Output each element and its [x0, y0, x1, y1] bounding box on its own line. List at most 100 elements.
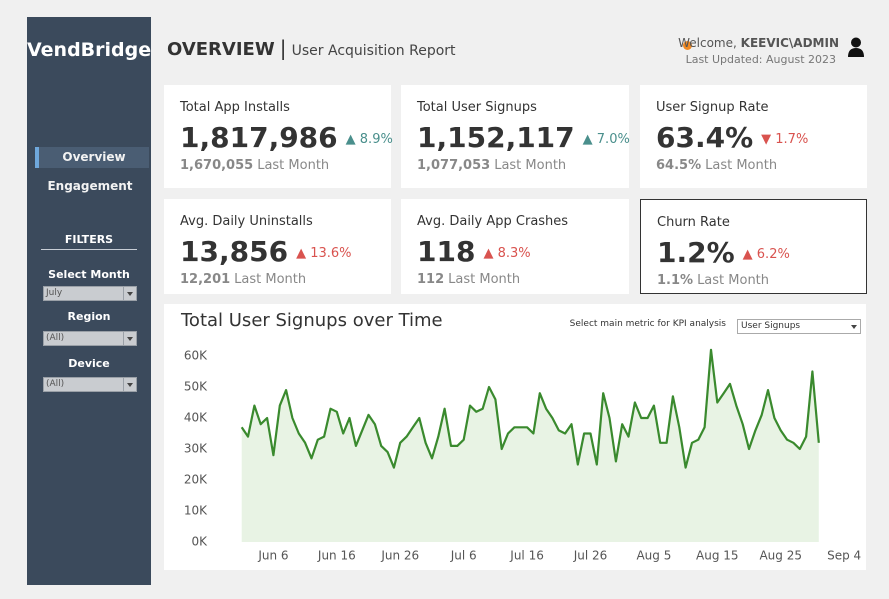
kpi-change: ▲ 7.0% [582, 131, 630, 147]
brand: VendBridge [27, 39, 152, 61]
kpi-change: ▼ 1.7% [761, 131, 809, 147]
y-tick-label: 20K [184, 473, 208, 487]
chart-title: Total User Signups over Time [180, 310, 443, 331]
x-tick-label: Sep 4 [827, 549, 861, 563]
kpi-title: Churn Rate [657, 215, 730, 230]
kpi-card[interactable]: Avg. Daily App Crashes 118 ▲ 8.3% 112 Last M… [401, 199, 629, 294]
kpi-change: ▲ 8.3% [483, 245, 531, 261]
kpi-change: ▲ 13.6% [296, 245, 352, 261]
dropdown-value: (All) [46, 333, 65, 343]
y-tick-label: 0K [191, 535, 208, 549]
x-tick-label: Jun 6 [257, 549, 288, 563]
metric-dropdown[interactable]: User Signups [737, 319, 861, 334]
y-tick-label: 50K [184, 380, 208, 394]
kpi-number: 1,817,986 [180, 121, 338, 154]
x-tick-label: Aug 5 [636, 549, 671, 563]
y-tick-label: 40K [184, 411, 208, 425]
page-header: OVERVIEW | User Acquisition Report [167, 36, 456, 60]
kpi-previous-value: 1,077,053 [417, 158, 491, 173]
filter-dropdown[interactable]: (All) [43, 377, 137, 392]
chart-card: Select main metric for KPI analysis User… [164, 304, 866, 570]
kpi-number: 118 [417, 235, 476, 268]
kpi-previous: 12,201 Last Month [180, 272, 306, 287]
line [240, 348, 820, 469]
kpi-title: Total User Signups [417, 100, 537, 115]
dropdown-value: (All) [46, 379, 65, 389]
area [241, 349, 819, 542]
kpi-card[interactable]: Total App Installs 1,817,986 ▲ 8.9% 1,670,0… [164, 85, 393, 188]
kpi-previous-label: Last Month [705, 158, 778, 173]
kpi-previous: 1,077,053 Last Month [417, 158, 566, 173]
x-tick-label: Aug 15 [696, 549, 739, 563]
kpi-title: Total App Installs [180, 100, 290, 115]
kpi-number: 1,152,117 [417, 121, 575, 154]
chart: Total User Signups over Time 0K 10K 20K 30K… [180, 310, 861, 563]
status-dot [683, 41, 692, 50]
kpi-number: 13,856 [180, 235, 289, 268]
welcome: Welcome, KEEVIC\ADMIN [678, 36, 839, 50]
kpi-change: ▲ 6.2% [742, 246, 790, 262]
kpi-previous: 64.5% Last Month [656, 158, 777, 173]
kpi-value: 1,817,986 ▲ 8.9% [180, 121, 393, 154]
kpi-previous: 112 Last Month [417, 272, 520, 287]
icon-head [851, 37, 861, 48]
kpi-previous-value: 112 [417, 272, 445, 287]
kpi-card[interactable]: Avg. Daily Uninstalls 13,856 ▲ 13.6% 12,201… [164, 199, 391, 294]
kpi-card[interactable]: User Signup Rate 63.4% ▼ 1.7% 64.5% Last Mon… [640, 85, 867, 188]
y-tick-label: 30K [184, 442, 208, 456]
icon-body [848, 48, 864, 57]
kpi-change: ▲ 8.9% [345, 131, 393, 147]
nav-item[interactable]: Engagement [47, 179, 133, 193]
filter-label: Device [68, 357, 110, 370]
nav-item[interactable]: Overview [35, 147, 149, 168]
sidebar: VendBridge Overview Engagement FILTERS S… [27, 17, 151, 585]
kpi-value: 1,152,117 ▲ 7.0% [417, 121, 630, 154]
page-title: OVERVIEW [167, 39, 275, 60]
separator: | [279, 36, 287, 60]
kpi-previous-label: Last Month [448, 272, 521, 287]
kpi-previous-label: Last Month [257, 158, 330, 173]
kpi-value: 13,856 ▲ 13.6% [180, 235, 352, 268]
kpi-title: Avg. Daily App Crashes [417, 214, 569, 229]
x-tick-label: Jul 6 [450, 549, 477, 563]
x-tick-label: Jul 26 [573, 549, 608, 563]
y-tick-label: 10K [184, 504, 208, 518]
metric-selector-label: Select main metric for KPI analysis [569, 319, 726, 329]
filter-label: Select Month [48, 268, 130, 281]
kpi-previous-value: 64.5% [656, 158, 702, 173]
welcome-text: Welcome, [678, 36, 737, 50]
kpi-number: 63.4% [656, 121, 754, 154]
kpi-title: Avg. Daily Uninstalls [180, 214, 313, 229]
kpi-previous-value: 1.1% [657, 273, 694, 288]
kpi-previous-value: 1,670,055 [180, 158, 254, 173]
x-tick-label: Jun 16 [317, 549, 356, 563]
filter-dropdown[interactable]: (All) [43, 331, 137, 346]
x-tick-label: Aug 25 [759, 549, 802, 563]
kpi-previous-label: Last Month [494, 158, 567, 173]
kpi-value: 63.4% ▼ 1.7% [656, 121, 808, 154]
kpi-value: 1.2% ▲ 6.2% [657, 236, 790, 269]
page-subtitle: User Acquisition Report [291, 43, 456, 59]
dropdown-value: User Signups [741, 321, 801, 331]
filter-dropdown[interactable]: July [43, 286, 137, 301]
kpi-title: User Signup Rate [656, 100, 769, 115]
x-tick-label: Jun 26 [380, 549, 419, 563]
filter-label: Region [67, 310, 111, 323]
dropdown-value: July [46, 288, 63, 298]
kpi-number: 1.2% [657, 236, 735, 269]
last-updated: Last Updated: August 2023 [685, 53, 836, 66]
user-name: KEEVIC\ADMIN [740, 36, 839, 50]
kpi-previous-value: 12,201 [180, 272, 231, 287]
kpi-previous-label: Last Month [234, 272, 307, 287]
kpi-card[interactable]: Total User Signups 1,152,117 ▲ 7.0% 1,077,0… [401, 85, 630, 188]
y-tick-label: 60K [184, 349, 208, 363]
kpi-value: 118 ▲ 8.3% [417, 235, 531, 268]
kpi-previous: 1.1% Last Month [657, 273, 769, 288]
user-icon[interactable] [847, 37, 865, 57]
x-tick-label: Jul 16 [509, 549, 544, 563]
kpi-previous: 1,670,055 Last Month [180, 158, 329, 173]
kpi-previous-label: Last Month [697, 273, 770, 288]
kpi-card[interactable]: Churn Rate 1.2% ▲ 6.2% 1.1% Last Month [640, 199, 867, 294]
filters-heading: FILTERS [41, 233, 137, 250]
